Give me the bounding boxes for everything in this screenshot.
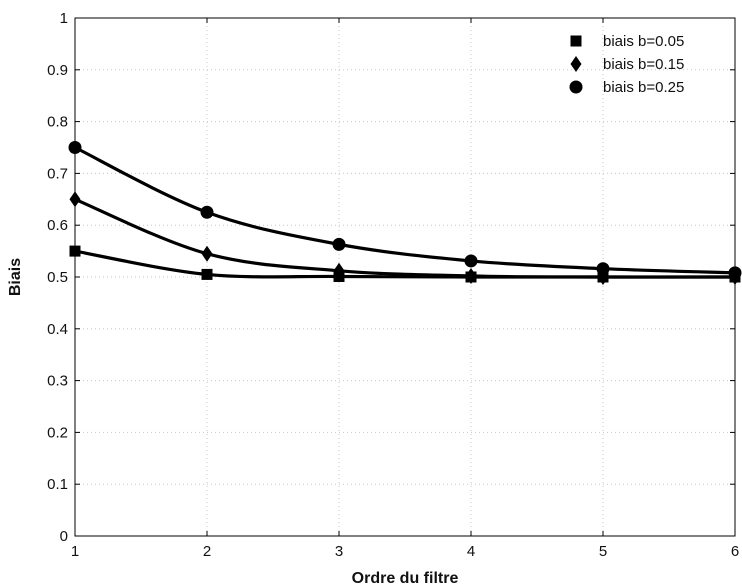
- x-tick-label: 1: [71, 543, 79, 560]
- series-layer: [68, 141, 742, 285]
- y-tick-label: 0.8: [47, 114, 68, 131]
- y-tick-label: 0.7: [47, 165, 68, 182]
- series-circle: [68, 141, 742, 280]
- diamond-marker: [333, 262, 345, 279]
- legend-square-marker: [570, 35, 582, 47]
- y-tick-label: 0.5: [47, 269, 68, 286]
- x-tick-label: 5: [599, 543, 607, 560]
- diamond-marker: [201, 245, 213, 262]
- legend-circle-marker: [569, 80, 583, 94]
- circle-marker: [332, 237, 346, 251]
- circle-marker: [200, 205, 214, 219]
- x-tick-label: 6: [731, 543, 739, 560]
- circle-marker: [728, 266, 742, 280]
- legend-label: biais b=0.05: [603, 33, 684, 50]
- y-tick-label: 0.4: [47, 321, 68, 338]
- y-tick-label: 0.3: [47, 373, 68, 390]
- legend: biais b=0.05 biais b=0.15 biais b=0.25: [569, 33, 684, 96]
- y-axis-title: Biais: [7, 258, 24, 296]
- legend-label: biais b=0.15: [603, 56, 684, 73]
- x-tick-label: 3: [335, 543, 343, 560]
- circle-marker: [596, 262, 610, 276]
- x-tick-label: 4: [467, 543, 475, 560]
- y-tick-label: 0: [60, 528, 68, 545]
- square-marker: [201, 268, 213, 280]
- y-tick-label: 0.6: [47, 217, 68, 234]
- diamond-marker: [69, 191, 81, 208]
- diamond-marker: [465, 267, 477, 284]
- tick-layer: 1 2 3 4 5 6 0 0.1 0.2 0.3 0.4 0.5 0.6 0.7 0.8 0.9 1: [47, 10, 739, 560]
- x-tick-label: 2: [203, 543, 211, 560]
- y-tick-label: 0.9: [47, 62, 68, 79]
- legend-label: biais b=0.25: [603, 79, 684, 96]
- y-tick-label: 0.2: [47, 424, 68, 441]
- circle-marker: [464, 254, 478, 268]
- series-line: [73, 197, 737, 279]
- circle-marker: [68, 141, 82, 154]
- legend-diamond-marker: [570, 56, 582, 72]
- series-line: [73, 145, 737, 275]
- y-tick-label: 1: [60, 10, 68, 27]
- square-marker: [69, 245, 81, 257]
- x-axis-title: Ordre du filtre: [352, 570, 459, 587]
- y-tick-label: 0.1: [47, 476, 68, 493]
